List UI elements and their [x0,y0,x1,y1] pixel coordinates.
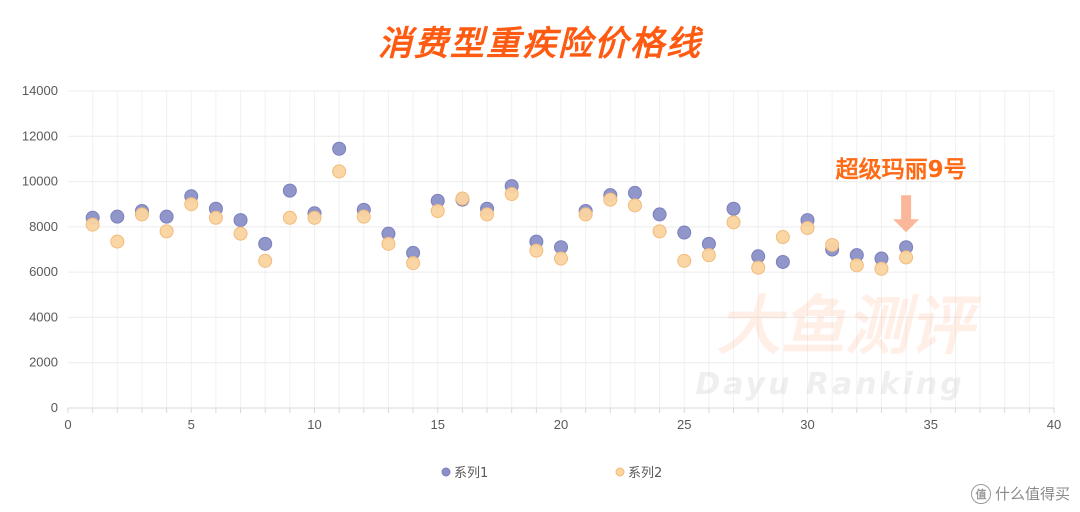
axes: 0 5 10 15 20 25 30 35 40 0 2000 4000 6000 8000 10000 12… [22,83,1061,432]
series-2-point [800,220,815,235]
legend: 系列1 系列2 [441,466,662,481]
series-2-point [406,256,421,271]
annotation-label: 超级玛丽9号 [836,156,967,183]
legend-label-1: 系列1 [454,466,488,481]
y-tick-label: 2000 [29,355,58,370]
series-1-point [652,207,667,222]
watermark: 大鱼测评 Dayu Ranking [695,290,982,402]
series-1-point [775,254,790,269]
series-2-point [874,261,889,276]
series-2-point [110,234,125,249]
legend-marker-2 [615,467,625,477]
series-2-point [726,215,741,230]
x-tick-label: 10 [307,417,321,432]
y-tick-label: 14000 [22,83,58,98]
series-2-point [849,258,864,273]
y-tick-label: 4000 [29,309,58,324]
series-2-point [775,230,790,245]
series-1-point [677,225,692,240]
series-2-point [430,204,445,219]
y-tick-label: 6000 [29,264,58,279]
x-tick-label: 30 [800,417,814,432]
brand-text: 什么值得买 [994,485,1070,503]
series-2-point [529,243,544,258]
series-2-point [134,207,149,222]
annotation: 超级玛丽9号 [836,156,967,233]
series-2-point [701,248,716,263]
legend-label-2: 系列2 [628,466,662,481]
x-tick-label: 20 [554,417,568,432]
series-2-point [307,210,322,225]
series-1-point [332,141,347,156]
gridlines [68,90,1055,408]
brand-watermark: 值 什么值得买 [970,483,1070,504]
x-tick-label: 0 [64,417,71,432]
series-2-point [554,251,568,266]
arrow-down-icon [893,195,920,233]
series-2-point [825,237,840,252]
series-2-point [603,192,618,207]
series-2-point [504,187,519,202]
series-2-point [751,260,766,275]
brand-logo-icon: 值 [970,483,991,504]
series-2-point [652,224,667,239]
series-1-point [233,213,248,228]
x-tick-label: 25 [677,417,691,432]
data-points [85,141,914,276]
x-tick-label: 5 [188,417,195,432]
y-tick-label: 10000 [22,174,58,189]
series-2-point [282,210,297,225]
x-tick-label: 40 [1047,417,1061,432]
series-2-point [356,209,371,224]
chart-title: 消费型重疾险价格线 [378,24,702,64]
series-1-point [726,201,741,216]
series-2-point [455,191,470,206]
series-2-point [85,217,100,232]
series-2-point [627,198,642,213]
y-tick-label: 0 [51,400,58,415]
x-tick-label: 15 [431,417,445,432]
series-1-point [159,209,174,224]
watermark-cn: 大鱼测评 [717,290,982,364]
series-2-point [233,226,248,241]
series-2-point [208,210,223,225]
series-1-point [110,209,125,224]
series-2-point [159,224,174,239]
y-tick-label: 12000 [22,128,58,143]
series-2-point [899,250,914,265]
series-2-point [381,236,396,251]
series-2-point [677,253,692,268]
series-1-point [627,185,642,200]
series-2-point [184,197,199,212]
series-1-point [258,236,273,251]
x-tick-label: 35 [924,417,938,432]
series-2-point [258,253,273,268]
watermark-en: Dayu Ranking [695,367,964,402]
legend-marker-1 [441,467,451,477]
y-tick-label: 8000 [29,219,58,234]
series-2-point [332,164,347,179]
series-2-point [480,207,495,222]
series-2-point [578,207,593,222]
series-1-point [282,183,297,198]
